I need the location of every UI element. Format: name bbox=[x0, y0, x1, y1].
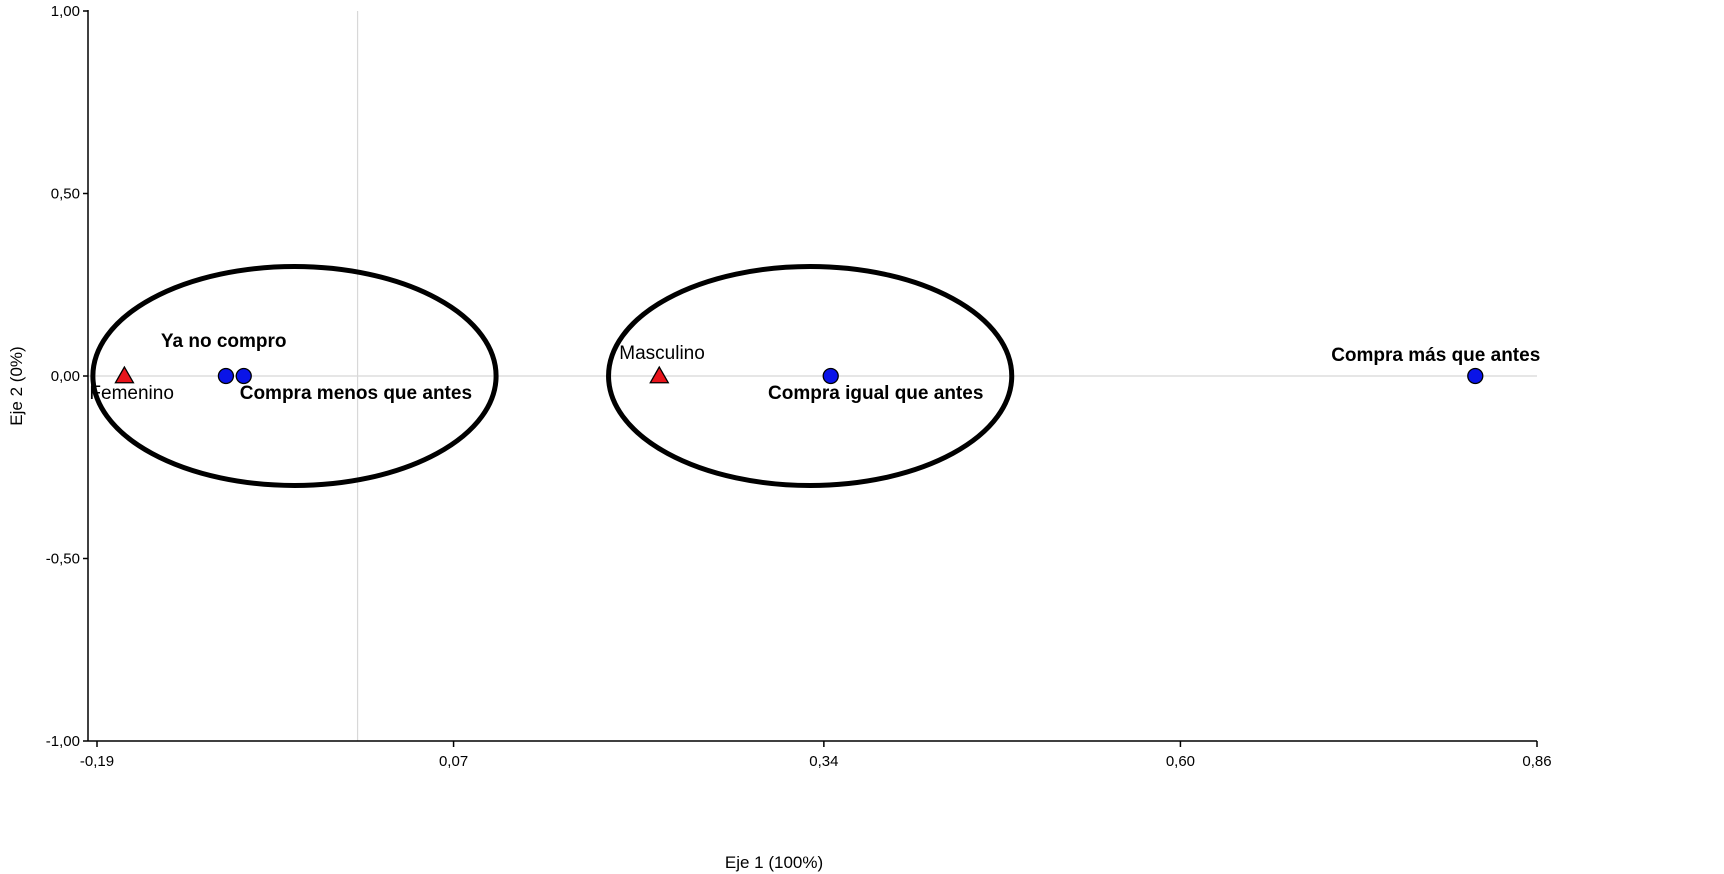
x-tick-label: 0,60 bbox=[1166, 753, 1195, 770]
point-masculino bbox=[649, 365, 670, 384]
label-masculino: Masculino bbox=[619, 343, 705, 364]
y-tick-label: -0,50 bbox=[46, 551, 80, 568]
ellipse-annotation-2 bbox=[606, 264, 1015, 488]
label-compra-m-s-que-antes: Compra más que antes bbox=[1331, 345, 1540, 366]
y-axis-title: Eje 2 (0%) bbox=[7, 346, 26, 425]
y-tick-label: 0,00 bbox=[51, 368, 80, 385]
point-labels: Femenino Masculino Ya no compro Compra meno… bbox=[89, 331, 1540, 404]
point-ya-no-compro bbox=[217, 367, 235, 385]
label-compra-menos-que-antes: Compra menos que antes bbox=[240, 383, 472, 404]
x-tick-label: -0,19 bbox=[80, 753, 114, 770]
y-tick-label: 1,00 bbox=[51, 3, 80, 20]
point-compra-m-s-que-antes bbox=[1467, 367, 1484, 385]
reference-lines bbox=[88, 11, 1537, 741]
y-tick-label: -1,00 bbox=[46, 733, 80, 750]
point-femenino bbox=[114, 365, 135, 384]
point-compra-menos-que-antes bbox=[235, 367, 252, 385]
label-femenino: Femenino bbox=[89, 383, 174, 404]
point-compra-igual-que-antes bbox=[822, 367, 839, 385]
ellipse-annotations bbox=[90, 264, 1015, 488]
x-axis-title: Eje 1 (100%) bbox=[725, 853, 823, 872]
label-compra-igual-que-antes: Compra igual que antes bbox=[768, 383, 983, 404]
axes: -1,00 -0,50 0,00 0,50 1,00 -0,19 0,07 0,34 0,60 0… bbox=[46, 3, 1552, 770]
x-tick-label: 0,34 bbox=[809, 753, 838, 770]
y-tick-label: 0,50 bbox=[51, 186, 80, 203]
x-tick-label: 0,86 bbox=[1522, 753, 1551, 770]
label-ya-no-compro: Ya no compro bbox=[161, 331, 287, 352]
data-points bbox=[114, 365, 1484, 385]
ellipse-annotation-1 bbox=[90, 264, 499, 488]
x-tick-label: 0,07 bbox=[439, 753, 468, 770]
